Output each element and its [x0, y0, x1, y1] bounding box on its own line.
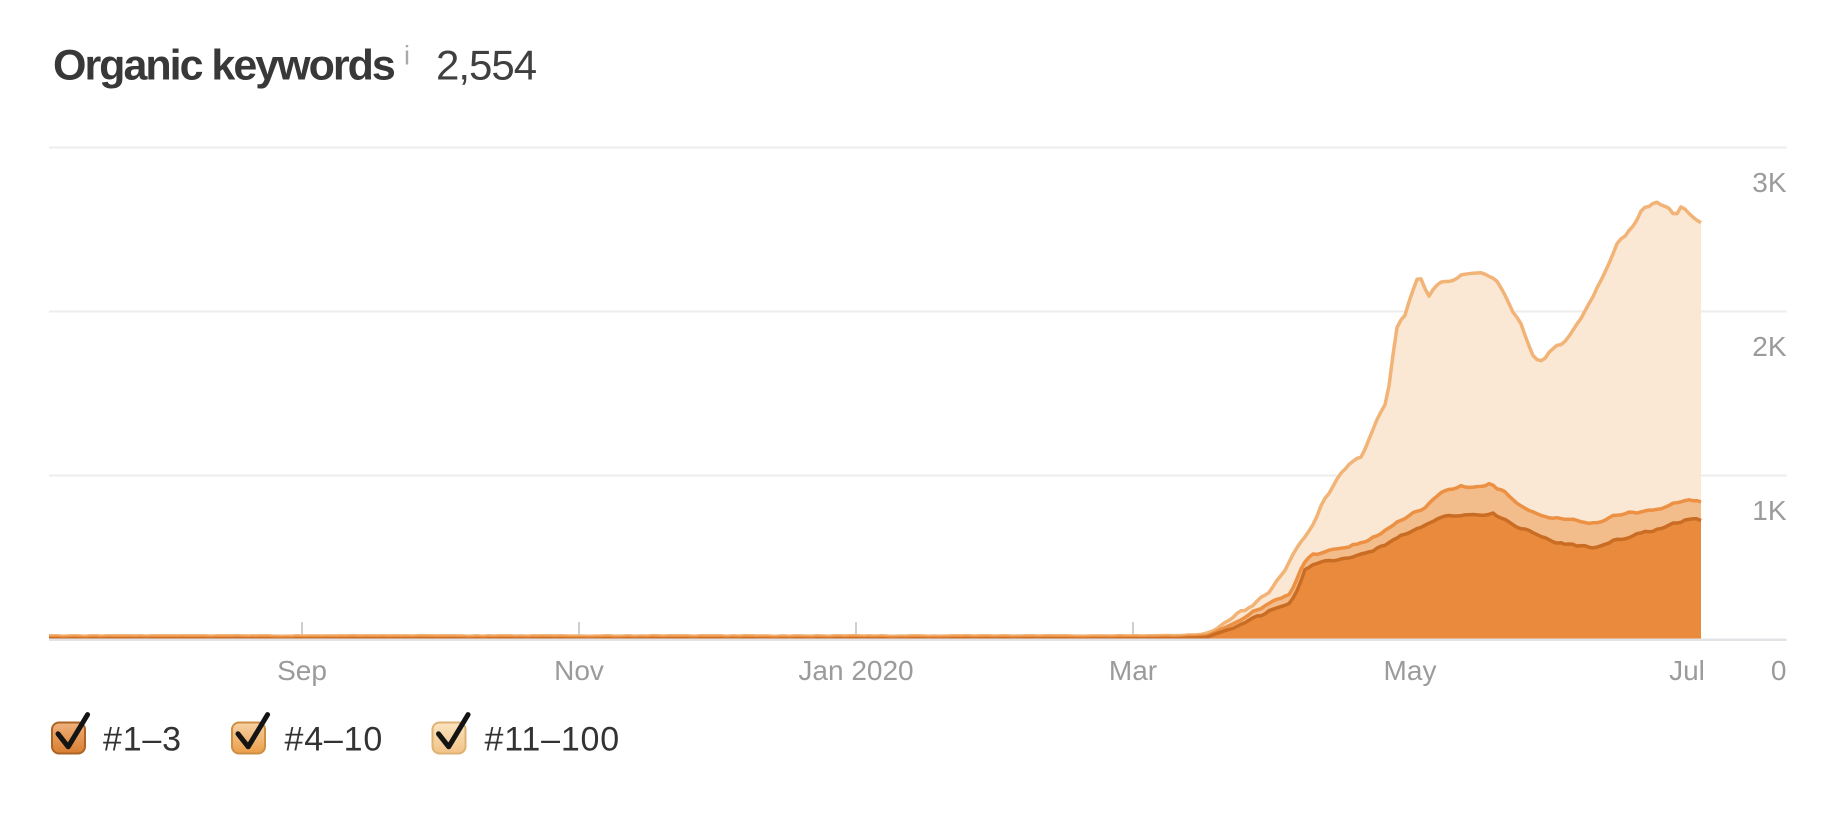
svg-text:3K: 3K — [1752, 167, 1787, 198]
svg-text:Jul: Jul — [1669, 655, 1705, 686]
svg-text:1K: 1K — [1752, 495, 1787, 526]
svg-text:May: May — [1384, 655, 1437, 686]
svg-text:0: 0 — [1771, 655, 1787, 686]
svg-text:2,554: 2,554 — [436, 42, 537, 89]
svg-text:#4–10: #4–10 — [285, 721, 384, 759]
svg-text:Mar: Mar — [1109, 655, 1157, 686]
svg-text:#11–100: #11–100 — [485, 721, 620, 759]
svg-text:i: i — [404, 41, 410, 71]
svg-text:#1–3: #1–3 — [103, 721, 182, 759]
svg-text:Nov: Nov — [554, 655, 604, 686]
svg-text:2K: 2K — [1752, 331, 1787, 362]
svg-text:Jan 2020: Jan 2020 — [798, 655, 913, 686]
svg-text:Sep: Sep — [277, 655, 327, 686]
svg-text:Organic keywords: Organic keywords — [53, 42, 395, 90]
